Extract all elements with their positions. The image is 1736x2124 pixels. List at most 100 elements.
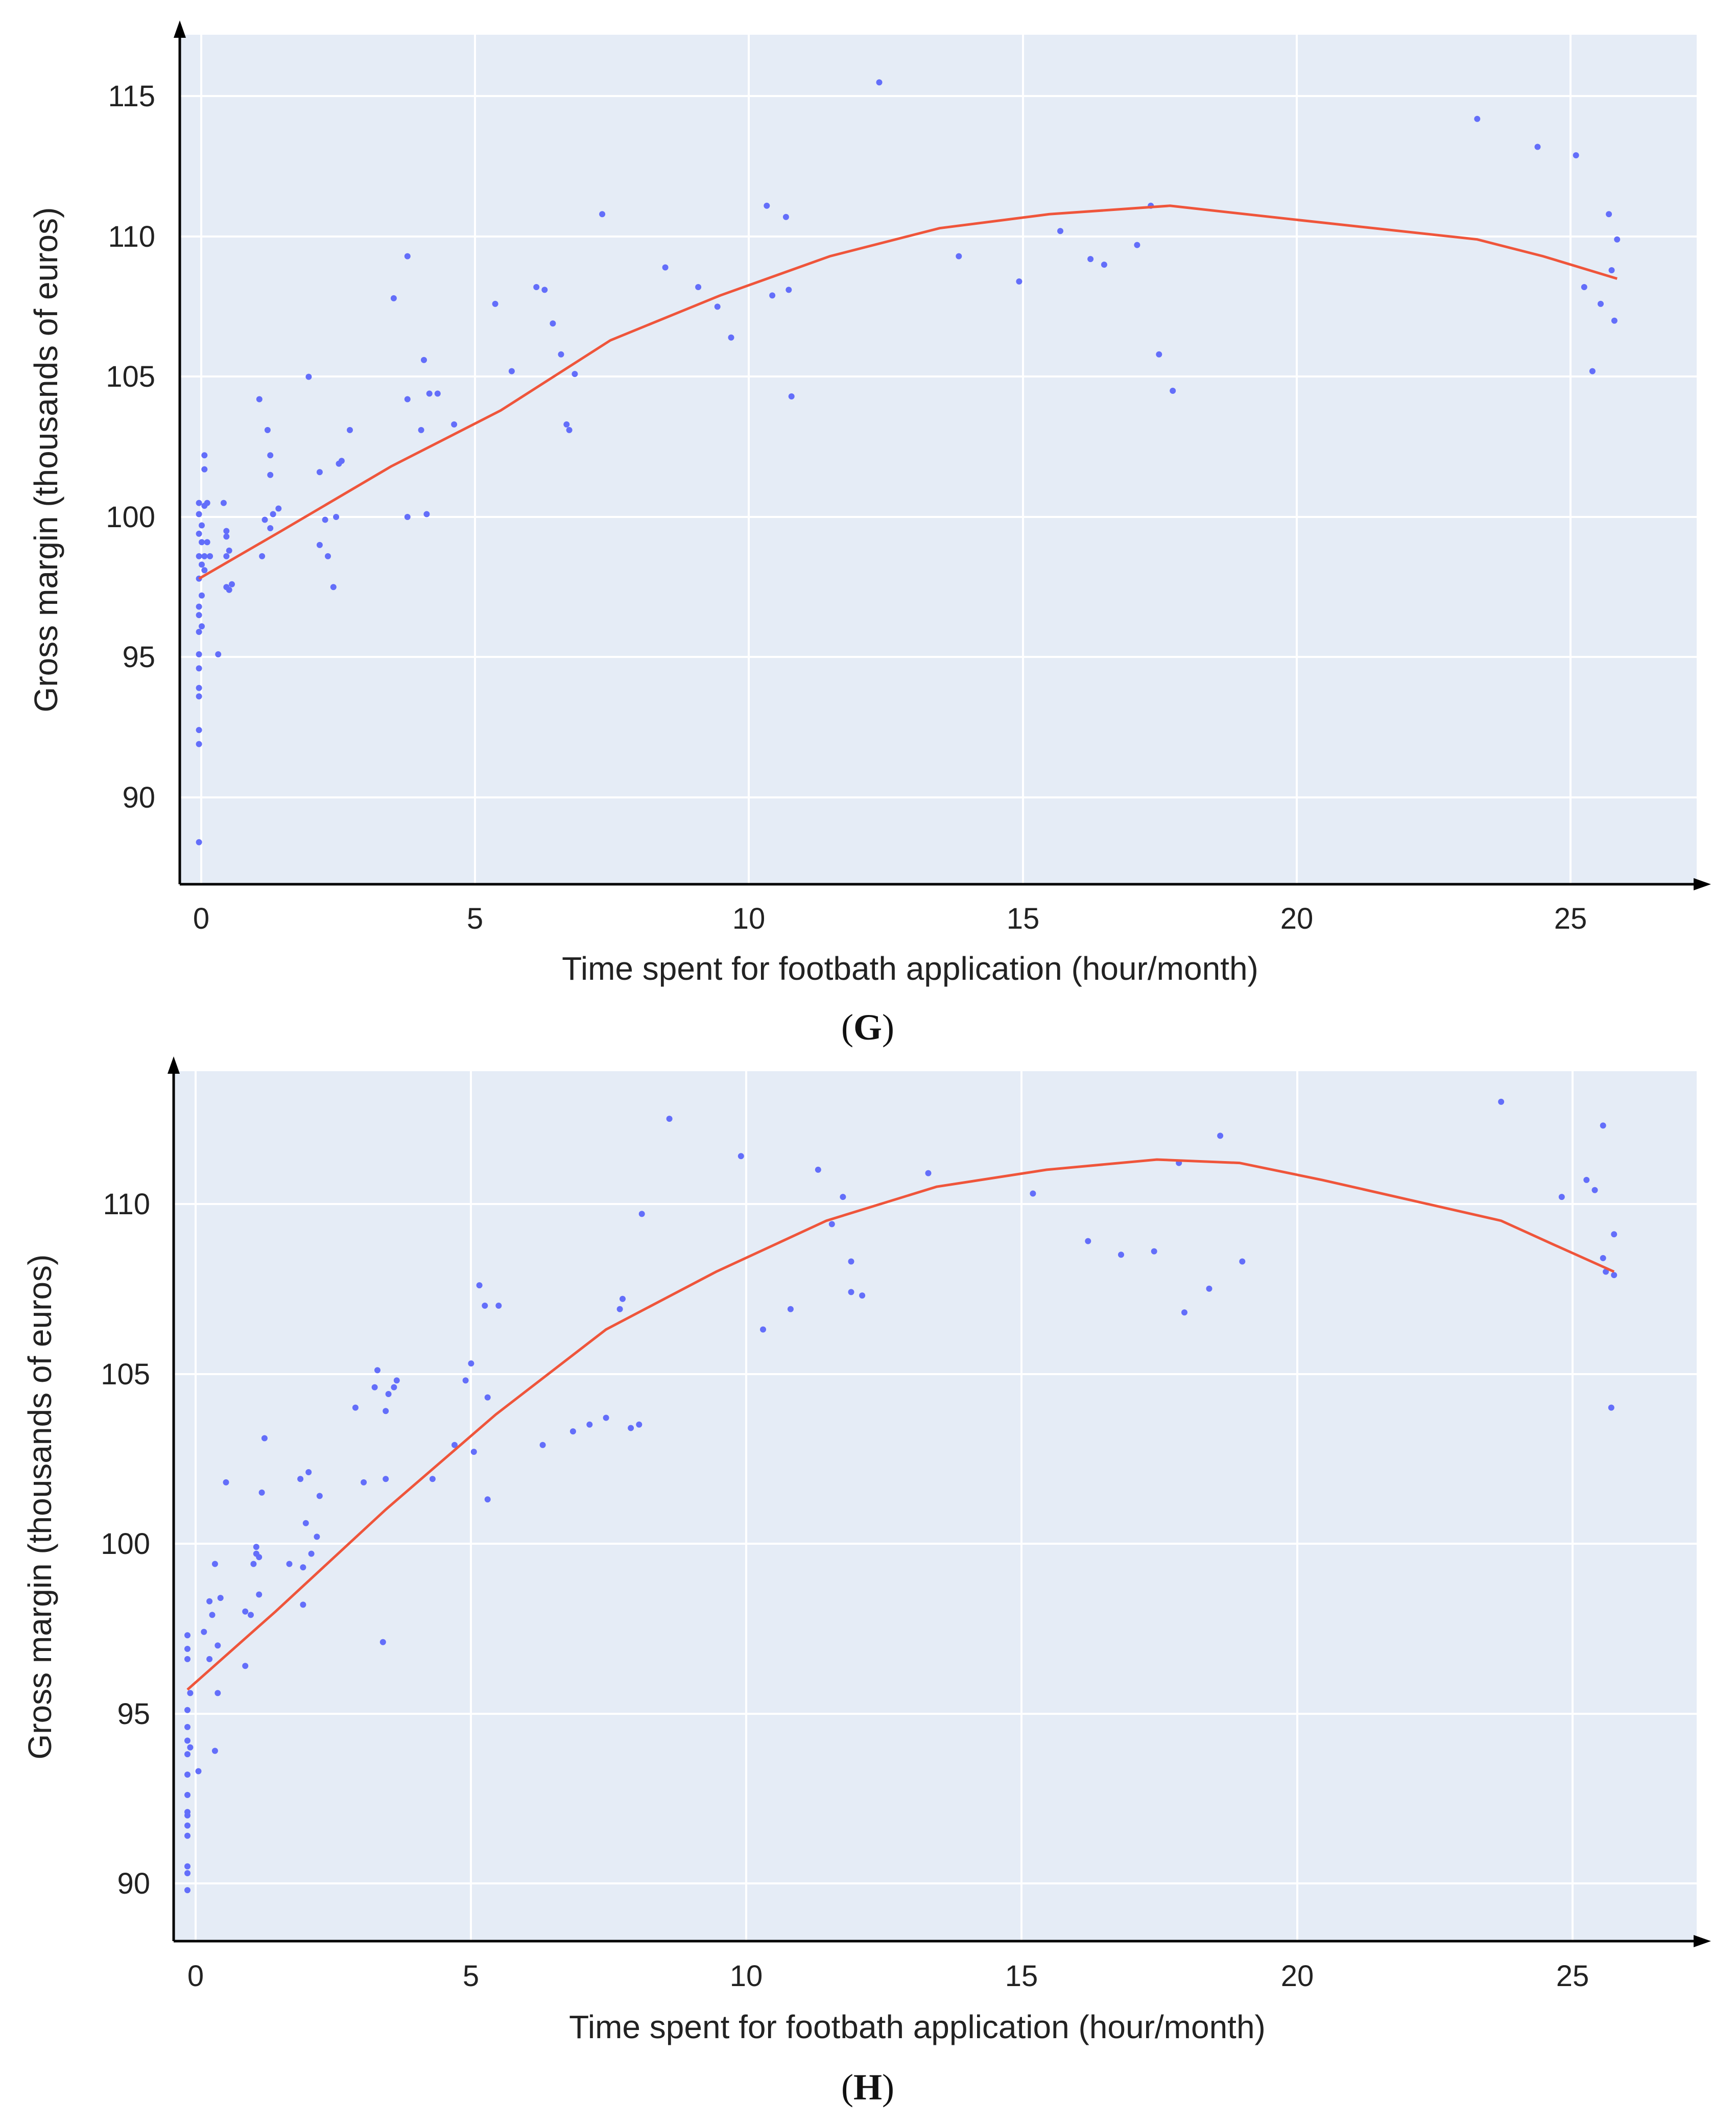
- data-point-h-71: [603, 1414, 609, 1421]
- data-point-h-10: [187, 1744, 194, 1751]
- x-axis-arrow-h: [1694, 1935, 1711, 1947]
- data-point-g-16: [199, 539, 205, 546]
- x-axis-arrow-g: [1694, 878, 1711, 890]
- data-point-h-15: [184, 1656, 191, 1662]
- x-tick-label-h-25: 25: [1556, 1960, 1589, 1993]
- data-point-h-81: [815, 1166, 821, 1173]
- panel-label-h: (H): [841, 2067, 894, 2108]
- data-point-h-6: [184, 1809, 191, 1815]
- data-point-g-61: [421, 357, 427, 363]
- x-tick-label-g-10: 10: [732, 902, 766, 935]
- data-point-h-85: [848, 1289, 854, 1295]
- y-tick-label-g-90: 90: [122, 781, 155, 814]
- y-axis-arrow-h: [168, 1056, 180, 1074]
- data-point-g-0: [196, 839, 202, 845]
- data-point-g-72: [563, 421, 570, 428]
- data-point-h-106: [1611, 1231, 1618, 1238]
- data-point-h-87: [925, 1170, 932, 1176]
- data-point-g-19: [196, 511, 202, 517]
- panel-label-g: (G): [841, 1007, 894, 1048]
- data-point-h-51: [374, 1367, 381, 1374]
- data-point-h-83: [840, 1194, 846, 1200]
- data-point-h-7: [184, 1791, 191, 1798]
- data-point-g-97: [1573, 152, 1579, 158]
- data-point-g-73: [566, 427, 573, 433]
- data-point-g-39: [261, 516, 268, 523]
- data-point-g-81: [769, 292, 776, 299]
- data-point-h-59: [451, 1442, 458, 1448]
- y-tick-label-g-110: 110: [108, 220, 155, 253]
- data-point-h-82: [828, 1221, 835, 1228]
- data-point-g-86: [956, 253, 962, 259]
- data-point-g-23: [201, 466, 208, 473]
- data-point-h-78: [738, 1153, 744, 1160]
- data-point-h-55: [385, 1391, 392, 1397]
- data-point-h-45: [308, 1550, 315, 1557]
- data-point-h-94: [1206, 1285, 1212, 1292]
- data-point-h-18: [195, 1768, 202, 1775]
- data-point-g-75: [599, 211, 606, 218]
- gridlines-h: [174, 1071, 1697, 1941]
- y-tick-label-g-100: 100: [106, 501, 155, 534]
- y-tick-label-h-110: 110: [103, 1188, 150, 1221]
- data-point-g-55: [347, 427, 353, 433]
- data-point-h-47: [316, 1493, 323, 1499]
- plot-area-h: [174, 1071, 1697, 1941]
- data-point-g-66: [492, 300, 498, 307]
- data-point-h-72: [616, 1306, 623, 1312]
- data-point-g-64: [434, 390, 441, 397]
- data-point-h-9: [184, 1751, 191, 1758]
- data-point-g-26: [207, 553, 213, 559]
- data-point-g-47: [316, 469, 323, 476]
- data-point-g-76: [662, 264, 669, 271]
- x-tick-label-h-5: 5: [463, 1960, 479, 1993]
- data-point-g-2: [196, 727, 202, 734]
- x-tick-label-h-0: 0: [187, 1960, 204, 1993]
- data-point-h-76: [638, 1211, 645, 1217]
- data-point-h-26: [215, 1642, 221, 1649]
- data-point-g-24: [201, 452, 208, 459]
- data-point-h-27: [217, 1595, 224, 1601]
- y-tick-label-g-115: 115: [108, 80, 155, 113]
- data-point-h-102: [1600, 1255, 1606, 1261]
- x-tick-label-g-25: 25: [1554, 902, 1587, 935]
- data-point-h-88: [1030, 1190, 1036, 1197]
- data-point-h-3: [184, 1832, 191, 1839]
- x-tick-label-g-0: 0: [193, 902, 209, 935]
- data-point-h-23: [211, 1561, 218, 1567]
- y-axis-title-g: Gross margin (thousands of euros): [28, 207, 64, 713]
- data-point-h-97: [1498, 1098, 1505, 1105]
- data-point-h-43: [302, 1520, 309, 1526]
- data-point-g-52: [333, 514, 340, 520]
- data-point-h-57: [393, 1377, 400, 1384]
- data-point-h-36: [256, 1591, 263, 1598]
- data-point-g-84: [788, 393, 795, 399]
- data-point-h-101: [1600, 1122, 1606, 1129]
- x-axis-title-h: Time spent for footbath application (hou…: [569, 2009, 1266, 2045]
- data-point-h-40: [297, 1476, 304, 1482]
- data-point-g-104: [1614, 236, 1621, 243]
- data-point-g-58: [404, 396, 411, 403]
- data-point-h-48: [352, 1404, 359, 1411]
- data-point-h-95: [1217, 1132, 1224, 1139]
- data-point-h-104: [1608, 1404, 1614, 1411]
- data-point-g-14: [196, 553, 202, 559]
- data-point-h-21: [206, 1598, 213, 1604]
- data-point-g-48: [316, 541, 323, 548]
- data-point-g-38: [259, 553, 266, 559]
- x-tick-label-g-20: 20: [1280, 902, 1314, 935]
- data-point-h-68: [539, 1442, 546, 1448]
- data-point-g-49: [322, 516, 328, 523]
- data-point-h-99: [1583, 1176, 1590, 1183]
- data-point-g-40: [264, 427, 271, 433]
- data-point-g-27: [204, 539, 210, 546]
- x-axis-title-g: Time spent for footbath application (hou…: [562, 950, 1258, 987]
- data-point-g-29: [220, 500, 227, 506]
- data-point-h-64: [482, 1303, 488, 1309]
- data-point-g-60: [418, 427, 424, 433]
- data-point-h-52: [379, 1639, 386, 1645]
- data-point-h-62: [470, 1449, 477, 1455]
- data-point-g-77: [695, 284, 702, 290]
- y-tick-label-h-100: 100: [101, 1527, 150, 1561]
